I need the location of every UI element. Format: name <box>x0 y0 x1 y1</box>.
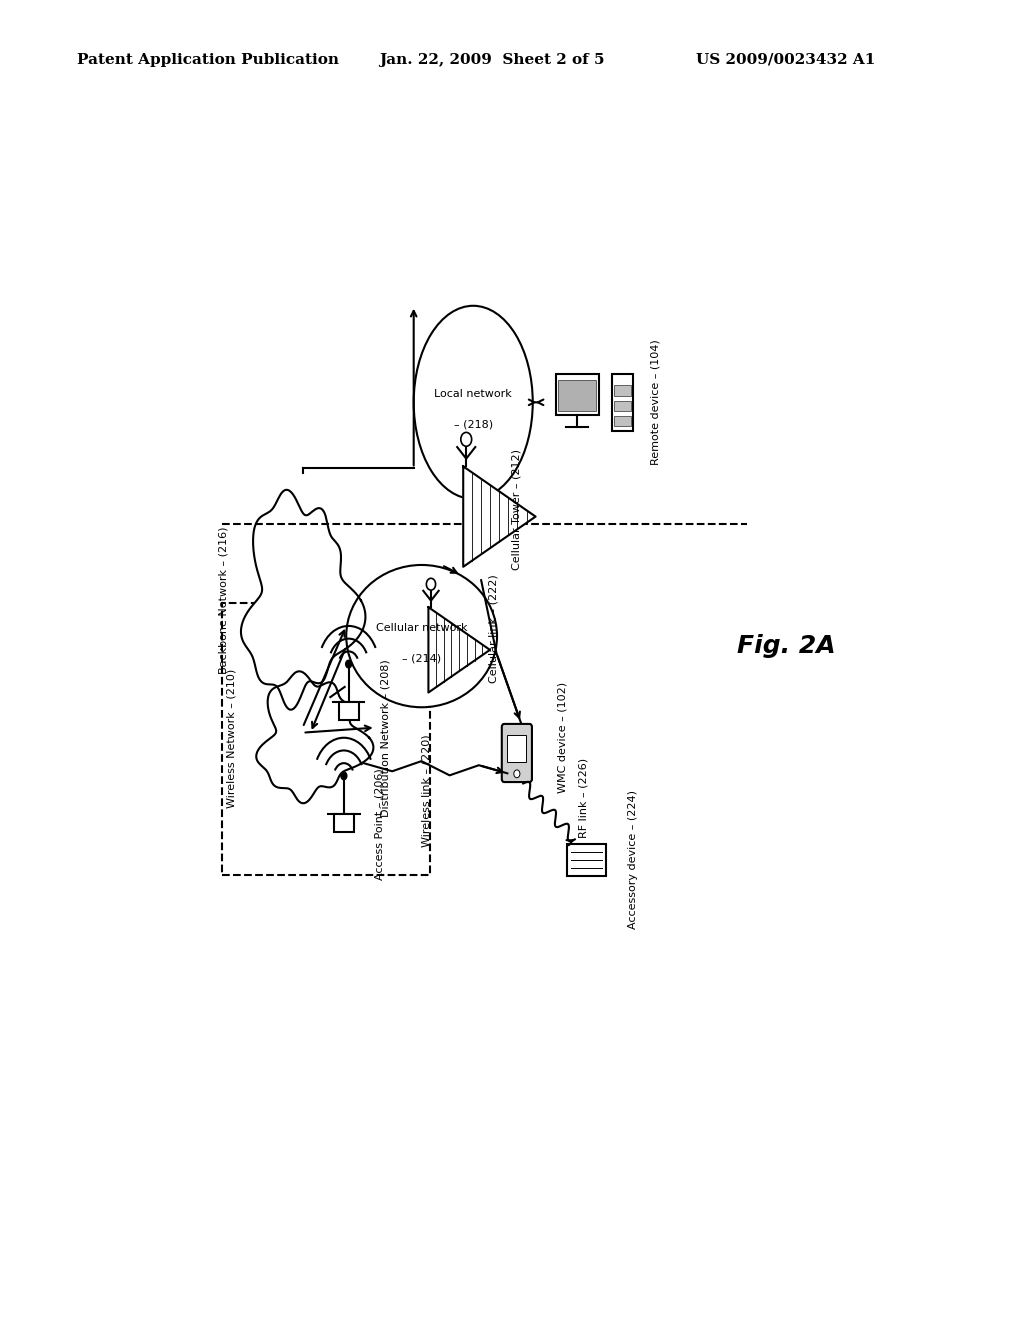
Circle shape <box>426 578 435 590</box>
Text: RF link – (226): RF link – (226) <box>579 758 589 838</box>
Ellipse shape <box>346 565 497 708</box>
Text: Patent Application Publication: Patent Application Publication <box>77 53 339 67</box>
Bar <box>612 374 633 430</box>
Polygon shape <box>256 672 374 804</box>
Polygon shape <box>428 607 489 693</box>
Bar <box>221 602 430 875</box>
Text: US 2009/0023432 A1: US 2009/0023432 A1 <box>696 53 876 67</box>
Text: Local network: Local network <box>434 389 512 399</box>
Text: Jan. 22, 2009  Sheet 2 of 5: Jan. 22, 2009 Sheet 2 of 5 <box>379 53 604 67</box>
Ellipse shape <box>414 306 532 499</box>
Text: Remote device – (104): Remote device – (104) <box>650 339 660 465</box>
Circle shape <box>514 770 520 777</box>
Text: Wireless link – (220): Wireless link – (220) <box>422 735 431 847</box>
Bar <box>614 401 631 411</box>
Text: – (218): – (218) <box>454 420 493 430</box>
Bar <box>339 702 358 719</box>
Bar <box>614 416 631 426</box>
FancyBboxPatch shape <box>502 723 531 781</box>
Text: Backbone Network – (216): Backbone Network – (216) <box>218 527 228 675</box>
Bar <box>507 735 526 763</box>
Bar <box>567 843 606 875</box>
Bar <box>558 380 596 412</box>
Text: Access Point – (206): Access Point – (206) <box>375 768 385 880</box>
Bar <box>556 374 599 414</box>
Text: Cellular Tower – (212): Cellular Tower – (212) <box>512 449 522 569</box>
Bar <box>614 385 631 396</box>
Text: Accessory device – (224): Accessory device – (224) <box>628 791 638 929</box>
Text: Fig. 2A: Fig. 2A <box>737 635 836 659</box>
Text: – (214): – (214) <box>402 653 441 664</box>
Circle shape <box>346 660 351 668</box>
Text: Cellular link – (222): Cellular link – (222) <box>488 574 498 682</box>
Circle shape <box>461 433 472 446</box>
Polygon shape <box>463 466 536 566</box>
Text: Distribution Network – (208): Distribution Network – (208) <box>381 659 391 817</box>
Text: Cellular network: Cellular network <box>376 623 467 634</box>
Circle shape <box>341 772 347 780</box>
Text: WMC device – (102): WMC device – (102) <box>558 682 568 793</box>
Text: Wireless Network – (210): Wireless Network – (210) <box>226 669 237 808</box>
Polygon shape <box>241 490 366 710</box>
Bar <box>334 814 353 832</box>
